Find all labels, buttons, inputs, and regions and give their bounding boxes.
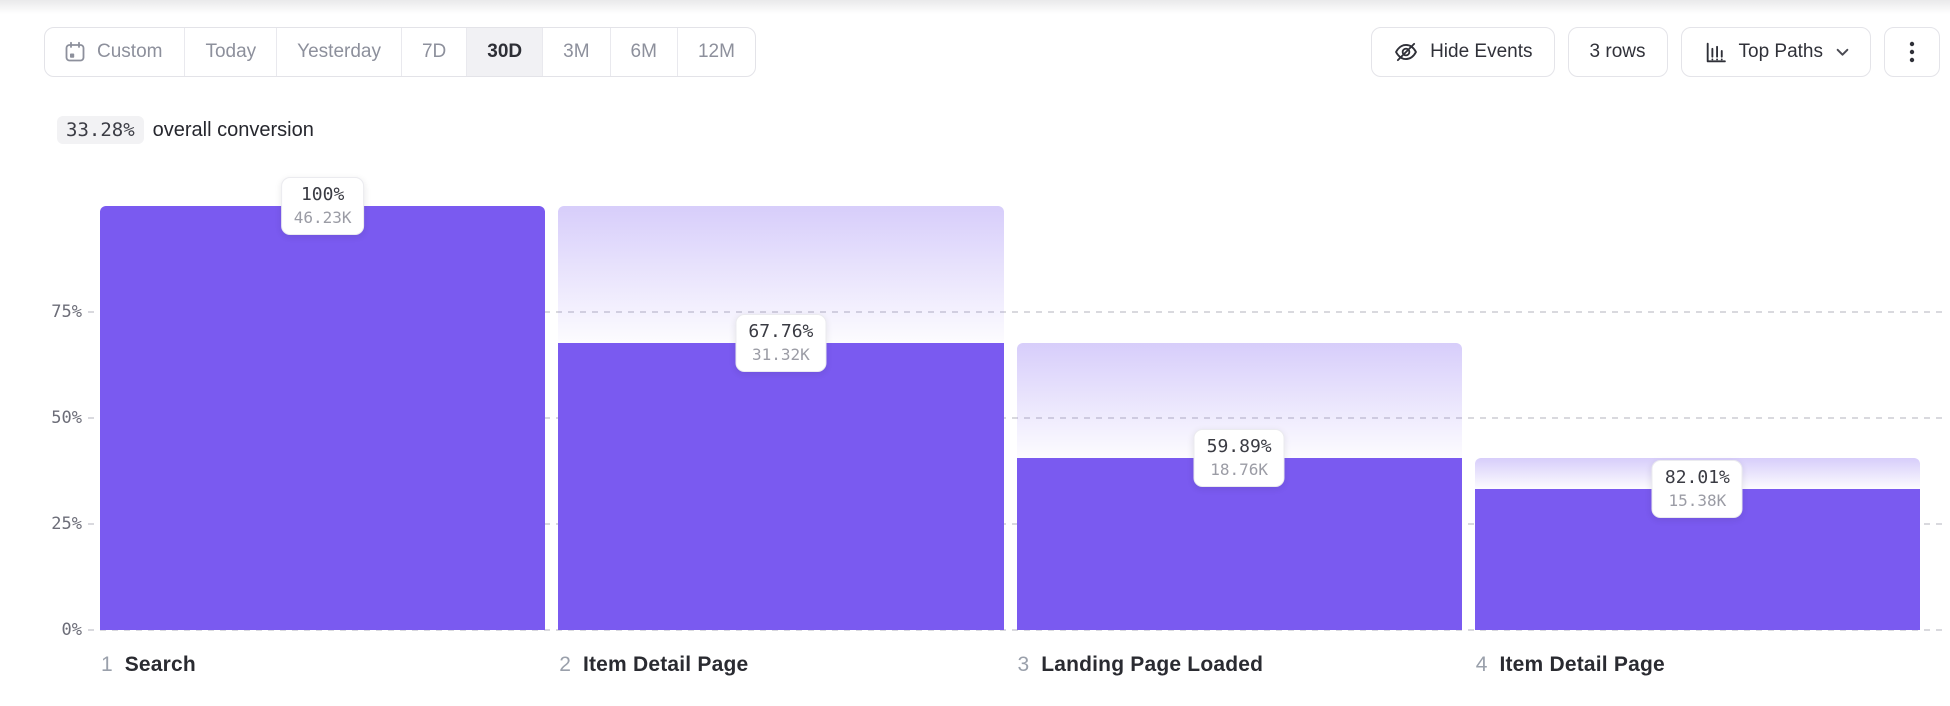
step-number: 4 <box>1475 653 1488 676</box>
date-range-label: 12M <box>697 41 735 62</box>
date-range-30d[interactable]: 30D <box>466 28 543 76</box>
date-range-today[interactable]: Today <box>184 28 276 76</box>
date-range-custom[interactable]: Custom <box>45 28 184 76</box>
top-shadow <box>0 0 1950 14</box>
gridline-75 <box>88 311 1944 313</box>
tooltip-percentage: 59.89% <box>1206 435 1272 457</box>
funnel-bar[interactable] <box>558 342 1004 630</box>
step-number: 2 <box>559 653 571 676</box>
step-name: Item Detail Page <box>582 653 749 676</box>
tooltip-count: 46.23K <box>293 208 352 227</box>
date-range-control: Custom Today Yesterday 7D 30D 3M 6M 12M <box>44 27 756 77</box>
step-label: 1 Search <box>101 653 196 677</box>
hide-events-label: Hide Events <box>1430 41 1533 62</box>
tooltip-count: 31.32K <box>751 344 810 364</box>
conversion-tooltip: 59.89% 18.76K <box>1193 428 1285 487</box>
date-range-label: Yesterday <box>297 41 381 62</box>
conversion-tooltip: 67.76% 31.32K <box>735 313 827 372</box>
eye-off-icon <box>1393 39 1419 65</box>
date-range-label: 6M <box>630 41 657 62</box>
y-tick-label: 25% <box>51 514 82 534</box>
toolbar: Custom Today Yesterday 7D 30D 3M 6M 12M Hide Ev… <box>44 27 1940 77</box>
kebab-icon <box>1909 41 1915 63</box>
funnel-step-column: 100% 46.23K 1 Search <box>100 177 546 676</box>
hide-events-button[interactable]: Hide Events <box>1371 27 1555 77</box>
y-tick-label: 75% <box>51 302 82 322</box>
funnel-chart: 75% 50% 25% 0% 100% 46.23K 1 Search 67.76% 31.32… <box>0 177 1950 676</box>
step-label: 3 Landing Page Loaded <box>1018 653 1264 677</box>
gridlines <box>88 206 1944 631</box>
date-range-label: Today <box>205 41 257 62</box>
tooltip-percentage: 100% <box>300 184 345 205</box>
gridline-25 <box>88 523 1944 525</box>
y-tick-label: 0% <box>61 620 82 640</box>
gridline-0 <box>88 629 1944 631</box>
conversion-label: overall conversion <box>152 118 314 141</box>
conversion-tooltip: 100% 46.23K <box>280 177 365 235</box>
date-range-label: Custom <box>97 41 163 62</box>
overall-conversion: 33.28% overall conversion <box>57 116 314 144</box>
tooltip-percentage: 67.76% <box>748 320 814 342</box>
step-number: 3 <box>1017 653 1030 676</box>
date-range-label: 7D <box>421 41 447 62</box>
step-label: 4 Item Detail Page <box>1476 653 1665 677</box>
date-range-yesterday[interactable]: Yesterday <box>276 28 401 76</box>
rows-button[interactable]: 3 rows <box>1567 27 1668 77</box>
rows-label: 3 rows <box>1589 41 1646 62</box>
toolbar-actions: Hide Events 3 rows Top Paths <box>1371 27 1940 77</box>
date-range-12m[interactable]: 12M <box>676 28 755 76</box>
date-range-7d[interactable]: 7D <box>400 28 466 76</box>
gridline-50 <box>88 417 1944 419</box>
date-range-label: 30D <box>487 41 523 62</box>
step-name: Search <box>124 653 196 676</box>
y-tick-label: 50% <box>51 408 82 428</box>
y-axis: 75% 50% 25% 0% <box>26 206 82 640</box>
step-label: 2 Item Detail Page <box>559 653 748 677</box>
tooltip-count: 15.38K <box>1668 490 1727 510</box>
conversion-tooltip: 82.01% 15.38K <box>1651 459 1743 518</box>
date-range-6m[interactable]: 6M <box>609 28 677 76</box>
funnel-bar[interactable] <box>100 206 546 630</box>
step-name: Item Detail Page <box>1499 653 1665 676</box>
funnel-step-column: 59.89% 18.76K 3 Landing Page Loaded <box>1016 206 1462 676</box>
chevron-down-icon <box>1836 48 1849 57</box>
step-number: 1 <box>101 653 113 676</box>
funnel-columns: 100% 46.23K 1 Search 67.76% 31.32K 2 Item Detai… <box>100 177 1920 676</box>
date-range-label: 3M <box>563 41 590 62</box>
bar-chart-icon <box>1703 40 1728 65</box>
step-name: Landing Page Loaded <box>1041 653 1264 676</box>
tooltip-count: 18.76K <box>1210 459 1269 479</box>
tooltip-percentage: 82.01% <box>1664 466 1730 488</box>
conversion-value-badge: 33.28% <box>57 116 144 144</box>
date-range-3m[interactable]: 3M <box>542 28 609 76</box>
top-paths-button[interactable]: Top Paths <box>1680 27 1871 77</box>
calendar-icon <box>63 40 87 64</box>
top-paths-label: Top Paths <box>1738 41 1824 62</box>
more-options-button[interactable] <box>1884 27 1940 77</box>
funnel-step-column: 82.01% 15.38K 4 Item Detail Page <box>1474 206 1920 676</box>
funnel-step-column: 67.76% 31.32K 2 Item Detail Page <box>558 206 1004 676</box>
